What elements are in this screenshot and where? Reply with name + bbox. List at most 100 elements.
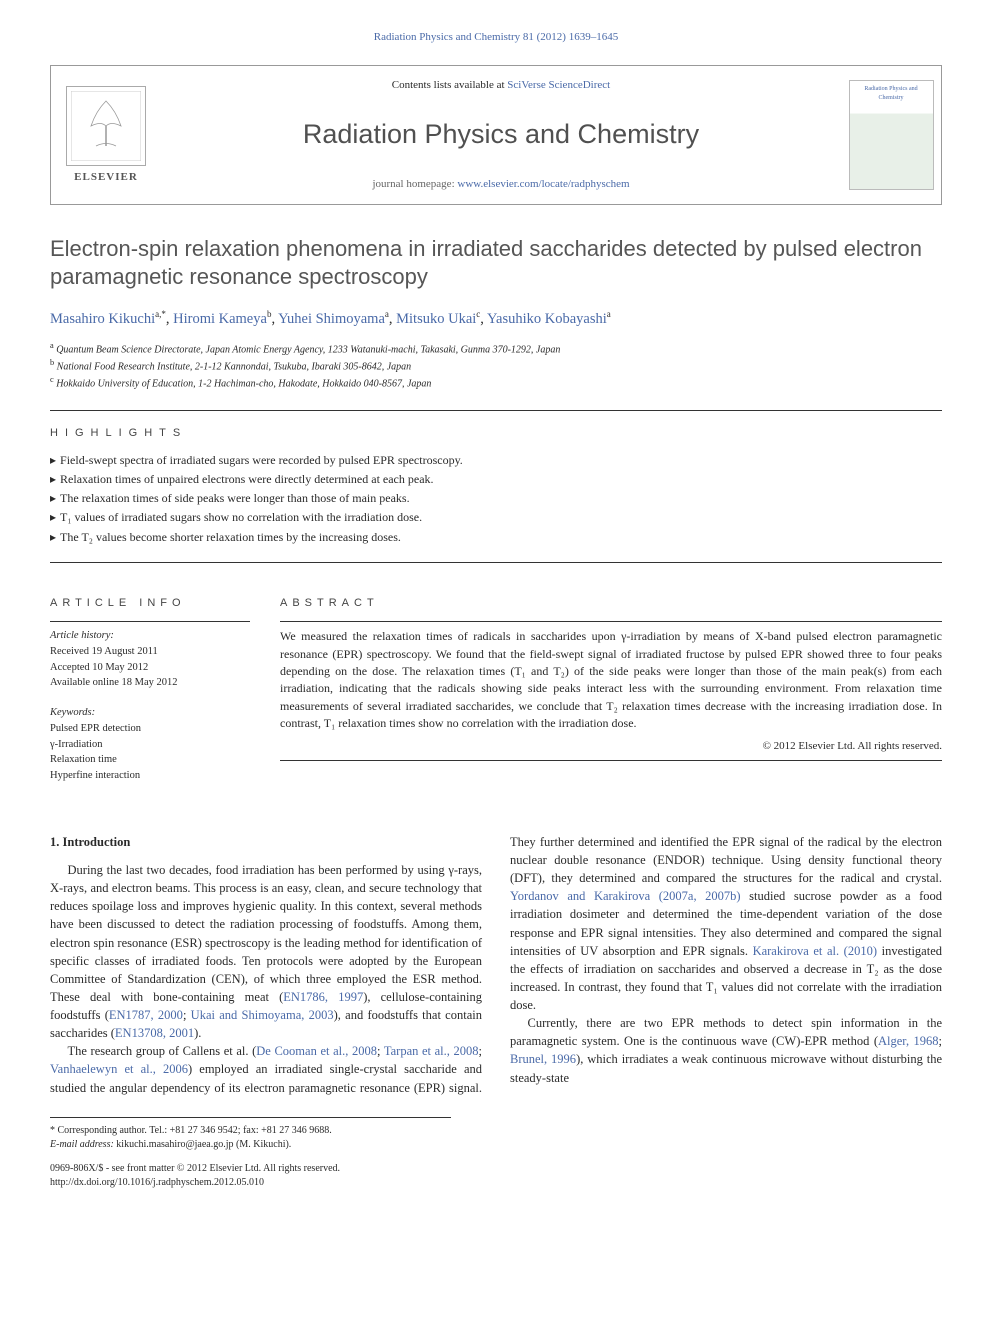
elsevier-tree-icon: [66, 86, 146, 166]
divider: [280, 621, 942, 622]
triangle-icon: ▸: [50, 510, 56, 524]
authors-list: Masahiro Kikuchia,*, Hiromi Kameyab, Yuh…: [50, 308, 942, 329]
affiliation: a Quantum Beam Science Directorate, Japa…: [50, 340, 942, 357]
ref-link[interactable]: Ukai and Shimoyama, 2003: [191, 1008, 334, 1022]
author-link[interactable]: Yasuhiko Kobayashi: [487, 311, 607, 327]
article-title: Electron-spin relaxation phenomena in ir…: [50, 235, 942, 290]
body-paragraph: Currently, there are two EPR methods to …: [510, 1014, 942, 1087]
body-text-span: The research group of Callens et al. (: [68, 1044, 257, 1058]
author: Mitsuko Ukaic: [396, 311, 480, 327]
ref-link[interactable]: Karakirova et al. (2010): [753, 944, 877, 958]
highlight-text: Relaxation times of unpaired electrons w…: [60, 472, 434, 486]
keyword: Hyperfine interaction: [50, 768, 250, 784]
aff-sup: a: [50, 341, 54, 350]
highlights-heading: HIGHLIGHTS: [50, 426, 942, 441]
affiliation: c Hokkaido University of Education, 1-2 …: [50, 374, 942, 391]
issn-doi-block: 0969-806X/$ - see front matter © 2012 El…: [50, 1162, 451, 1190]
affiliation: b National Food Research Institute, 2-1-…: [50, 357, 942, 374]
highlight-text: T₁ values of irradiated sugars show no c…: [60, 510, 422, 524]
ref-link[interactable]: Brunel, 1996: [510, 1052, 576, 1066]
email-label: E-mail address:: [50, 1139, 116, 1150]
body-text: 1. Introduction During the last two deca…: [50, 833, 942, 1097]
highlight-text: The relaxation times of side peaks were …: [60, 491, 410, 505]
history-accepted: Accepted 10 May 2012: [50, 660, 250, 676]
divider: [280, 760, 942, 761]
author-link[interactable]: Mitsuko Ukai: [396, 311, 476, 327]
header-center: Contents lists available at SciVerse Sci…: [161, 66, 841, 204]
abstract-column: ABSTRACT We measured the relaxation time…: [280, 581, 942, 798]
highlight-text: Field-swept spectra of irradiated sugars…: [60, 453, 463, 467]
aff-sup: b: [50, 358, 54, 367]
author: Masahiro Kikuchia,*: [50, 311, 166, 327]
keyword: Pulsed EPR detection: [50, 721, 250, 737]
highlight-item: ▸ Field-swept spectra of irradiated sugar…: [50, 451, 942, 470]
contents-prefix: Contents lists available at: [392, 79, 507, 91]
body-text-span: ;: [479, 1044, 482, 1058]
citation-header: Radiation Physics and Chemistry 81 (2012…: [50, 30, 942, 45]
publisher-logo-container: ELSEVIER: [51, 66, 161, 204]
keyword: Relaxation time: [50, 752, 250, 768]
aff-text: Quantum Beam Science Directorate, Japan …: [56, 344, 560, 355]
body-text-span: During the last two decades, food irradi…: [50, 863, 482, 1004]
contents-line: Contents lists available at SciVerse Sci…: [392, 78, 610, 93]
homepage-line: journal homepage: www.elsevier.com/locat…: [372, 177, 629, 192]
ref-link[interactable]: Alger, 1968: [878, 1034, 939, 1048]
author-link[interactable]: Hiromi Kameya: [173, 311, 267, 327]
body-text-span: ;: [377, 1044, 384, 1058]
journal-cover-thumbnail: Radiation Physics and Chemistry: [849, 80, 934, 190]
article-info-heading: ARTICLE INFO: [50, 596, 250, 611]
ref-link[interactable]: Yordanov and Karakirova (2007a, 2007b): [510, 889, 741, 903]
keyword: γ-Irradiation: [50, 737, 250, 753]
ref-link[interactable]: EN1787, 2000: [109, 1008, 183, 1022]
corresponding-author: * Corresponding author. Tel.: +81 27 346…: [50, 1124, 451, 1138]
ref-link[interactable]: EN1786, 1997: [283, 990, 363, 1004]
triangle-icon: ▸: [50, 491, 56, 505]
history-online: Available online 18 May 2012: [50, 675, 250, 691]
affiliations: a Quantum Beam Science Directorate, Japa…: [50, 340, 942, 392]
ref-link[interactable]: De Cooman et al., 2008: [256, 1044, 377, 1058]
aff-text: National Food Research Institute, 2-1-12…: [57, 361, 412, 372]
body-text-span: ).: [194, 1026, 201, 1040]
divider: [50, 562, 942, 563]
homepage-prefix: journal homepage:: [372, 178, 457, 190]
highlight-item: ▸ The T₂ values become shorter relaxation…: [50, 528, 942, 547]
introduction-heading: 1. Introduction: [50, 833, 482, 851]
homepage-link[interactable]: www.elsevier.com/locate/radphyschem: [457, 178, 629, 190]
author: Yuhei Shimoyamaa: [278, 311, 389, 327]
triangle-icon: ▸: [50, 530, 56, 544]
author-link[interactable]: Masahiro Kikuchi: [50, 311, 155, 327]
journal-name: Radiation Physics and Chemistry: [303, 116, 699, 154]
body-text-span: ;: [183, 1008, 191, 1022]
highlights-list: ▸ Field-swept spectra of irradiated sugar…: [50, 451, 942, 547]
highlight-item: ▸ T₁ values of irradiated sugars show no …: [50, 508, 942, 527]
publisher-name: ELSEVIER: [74, 170, 138, 185]
keywords-block: Keywords: Pulsed EPR detection γ-Irradia…: [50, 705, 250, 784]
email-link[interactable]: kikuchi.masahiro@jaea.go.jp: [116, 1139, 233, 1150]
ref-link[interactable]: EN13708, 2001: [115, 1026, 194, 1040]
citation-link[interactable]: Radiation Physics and Chemistry 81 (2012…: [374, 31, 618, 43]
article-info-column: ARTICLE INFO Article history: Received 1…: [50, 581, 250, 798]
doi-line: http://dx.doi.org/10.1016/j.radphyschem.…: [50, 1176, 451, 1190]
abstract-heading: ABSTRACT: [280, 596, 942, 611]
info-abstract-row: ARTICLE INFO Article history: Received 1…: [50, 581, 942, 798]
author-aff: a,*: [155, 309, 166, 319]
author-aff: b: [267, 309, 272, 319]
highlight-item: ▸Relaxation times of unpaired electrons …: [50, 470, 942, 489]
author: Yasuhiko Kobayashia: [487, 311, 611, 327]
ref-link[interactable]: Tarpan et al., 2008: [384, 1044, 479, 1058]
triangle-icon: ▸: [50, 453, 56, 467]
history-received: Received 19 August 2011: [50, 644, 250, 660]
divider: [50, 410, 942, 411]
highlight-text: The T₂ values become shorter relaxation …: [60, 530, 401, 544]
sciverse-link[interactable]: SciVerse ScienceDirect: [507, 79, 610, 91]
ref-link[interactable]: Vanhaelewyn et al., 2006: [50, 1062, 188, 1076]
aff-sup: c: [50, 375, 54, 384]
copyright-line: © 2012 Elsevier Ltd. All rights reserved…: [280, 739, 942, 754]
abstract-text: We measured the relaxation times of radi…: [280, 628, 942, 732]
highlight-item: ▸ The relaxation times of side peaks were…: [50, 489, 942, 508]
article-history: Article history: Received 19 August 2011…: [50, 628, 250, 691]
keywords-label: Keywords:: [50, 705, 250, 721]
author-link[interactable]: Yuhei Shimoyama: [278, 311, 385, 327]
author-aff: c: [476, 309, 480, 319]
journal-cover-container: Radiation Physics and Chemistry: [841, 66, 941, 204]
